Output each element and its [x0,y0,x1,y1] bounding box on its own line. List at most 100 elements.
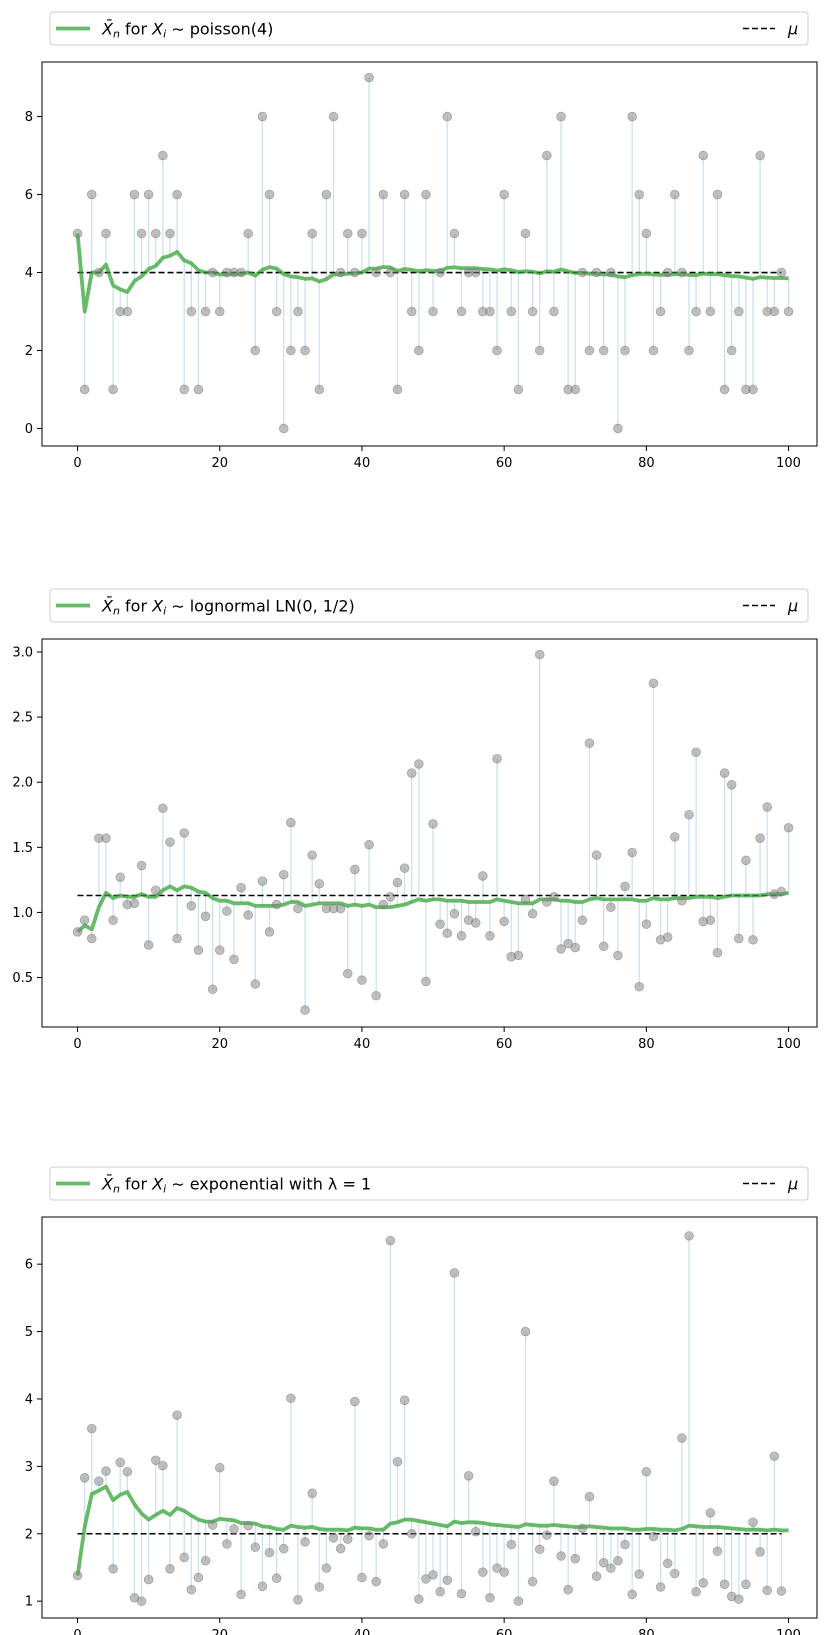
legend-label-part: X̄ [101,597,114,616]
sample-point [698,1578,709,1588]
sample-point [385,1235,396,1246]
sample-point [584,738,595,748]
sample-point [321,189,332,200]
x-tick-label: 80 [638,1628,655,1635]
x-tick-label: 40 [354,1628,371,1635]
sample-point [300,1005,310,1015]
sample-point [499,189,509,200]
sample-point [669,189,680,200]
sample-point [641,919,652,929]
sample-point [712,1546,723,1557]
sample-point [129,898,140,909]
sample-point [179,1552,190,1563]
sample-point [669,832,680,842]
sample-point [72,1570,83,1581]
sample-point [172,1410,182,1420]
y-tick-label: 0 [25,422,33,437]
sample-point [705,1508,716,1518]
sample-point [271,899,282,910]
sample-point [485,306,495,317]
sample-point [428,819,438,829]
sample-point [755,150,765,161]
sample-point [150,885,161,896]
sample-point [165,837,175,847]
legend-series-label: X̄n for Xi ∼ poisson(4) [101,20,273,41]
sample-point [584,345,595,356]
chart-panel-1: 0 20 40 60 80 100 0 2 4 6 8 X̄n for Xi ∼ poisson(4)… [25,11,818,471]
legend-series-label: X̄n for Xi ∼ exponential with λ = 1 [101,1175,371,1196]
x-tick-label: 100 [776,1628,801,1635]
sample-point [591,850,602,860]
sample-point [492,753,502,764]
sample-point [257,1581,268,1592]
sample-point [257,111,268,122]
sample-point [243,910,253,920]
sample-point [236,882,246,893]
sample-point [421,1574,431,1584]
running-mean-line [75,1484,789,1576]
sample-point [655,1582,666,1592]
sample-point [769,1451,780,1462]
sample-point [264,1547,275,1558]
sample-point [577,267,588,278]
sample-point [406,306,417,317]
sample-point [691,306,701,317]
sample-point [378,899,389,910]
legend-label-part: X [151,1175,164,1194]
sample-point [342,1534,353,1544]
sample-point [342,228,353,239]
sample-point [598,941,609,952]
sample-point [748,384,758,395]
sample-point [691,1586,701,1597]
sample-point [222,906,232,916]
sample-point [257,876,268,886]
sample-point [641,1466,652,1477]
sample-point [328,1533,339,1543]
x-tick-label: 20 [211,1628,228,1635]
sample-point [214,945,225,955]
sample-point [378,1539,389,1549]
sample-point [94,1476,104,1486]
sample-point [762,802,773,812]
sample-point [520,894,531,905]
sample-point [698,150,709,161]
sample-point [314,1582,325,1592]
legend-label-part: i [163,28,166,41]
sample-point [485,1592,495,1603]
x-tick-label: 0 [73,456,81,471]
sample-point [776,1586,787,1596]
sample-point [143,940,154,950]
sample-point [406,1528,417,1539]
sample-point [378,189,389,200]
x-tick-label: 0 [73,1628,81,1635]
sample-point [108,384,118,395]
sample-point [278,869,289,880]
x-tick-label: 20 [211,1037,228,1052]
sample-point [172,189,182,200]
sample-point [399,863,410,873]
x-tick-label: 80 [638,456,655,471]
sample-point [606,902,616,913]
x-tick-label: 60 [496,1037,513,1052]
sample-point [733,933,744,944]
sample-point [179,384,190,395]
sample-point [72,927,83,937]
sample-point [435,919,445,929]
y-tick-label: 3 [25,1460,33,1475]
legend-box [49,11,809,46]
sample-point [712,947,723,958]
sample-point [513,950,524,961]
sample-point [136,860,147,871]
y-tick-label: 4 [25,1392,33,1407]
sample-point [662,932,673,942]
sample-point [478,1567,488,1577]
sample-point [549,1476,559,1486]
sample-point [414,345,424,356]
sample-point [449,1268,460,1278]
legend-mu-label: μ [787,1175,798,1194]
sample-point [243,1520,253,1531]
y-tick-label: 0.5 [12,971,33,986]
sample-point [150,228,161,239]
sample-point [428,306,438,317]
